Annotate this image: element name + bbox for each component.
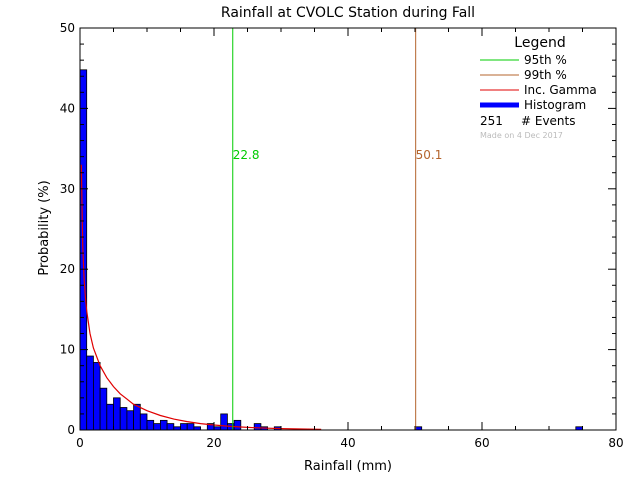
gamma-curve-group xyxy=(80,164,322,430)
x-axis-label: Rainfall (mm) xyxy=(304,459,392,474)
y-tick-label: 0 xyxy=(67,423,75,437)
legend-note: Made on 4 Dec 2017 xyxy=(480,131,563,140)
histogram-bar xyxy=(180,423,188,431)
legend-title: Legend xyxy=(514,35,565,51)
y-tick-label: 10 xyxy=(60,343,75,357)
histogram-bar xyxy=(146,419,155,431)
chart-title: Rainfall at CVOLC Station during Fall xyxy=(221,5,475,21)
percentile-label-99: 50.1 xyxy=(416,148,443,162)
y-axis-label: Probability (%) xyxy=(37,180,52,275)
x-tick-label: 60 xyxy=(474,436,489,450)
histogram-bar xyxy=(86,355,94,431)
x-tick-label: 40 xyxy=(340,436,355,450)
legend-entry-label: 95th % xyxy=(524,53,567,67)
histogram-bar xyxy=(186,423,195,431)
histogram-bar xyxy=(133,403,141,431)
histogram-bar xyxy=(166,423,175,431)
x-tick-label: 80 xyxy=(608,436,623,450)
x-tick-label: 0 xyxy=(76,436,84,450)
histogram-bar xyxy=(139,413,148,431)
axis-ticks: 0 20 40 60 80 0 10 20 30 40 50 xyxy=(60,21,624,450)
legend-entry-label: Inc. Gamma xyxy=(524,83,597,97)
legend-events-label: # Events xyxy=(521,114,576,128)
histogram-bar xyxy=(99,387,108,431)
legend-events-count: 251 xyxy=(480,114,503,128)
x-tick-label: 20 xyxy=(206,436,221,450)
percentile-label-95: 22.8 xyxy=(233,148,260,162)
y-tick-label: 20 xyxy=(60,262,75,276)
histogram-bar xyxy=(126,410,135,431)
y-tick-label: 30 xyxy=(60,182,75,196)
histogram-bar xyxy=(233,419,242,431)
gamma-curve xyxy=(80,164,322,430)
histogram-bar xyxy=(93,362,101,431)
histogram-bar xyxy=(113,397,121,431)
histogram-bar xyxy=(119,407,128,431)
histogram-bar xyxy=(153,423,161,431)
histogram-bar xyxy=(253,423,262,431)
histogram-bars xyxy=(79,69,583,431)
legend-entry-label: Histogram xyxy=(524,98,586,112)
percentile-lines: 22.8 50.1 xyxy=(232,28,443,430)
histogram-bar xyxy=(159,419,168,431)
legend-entry-label: 99th % xyxy=(524,68,567,82)
y-tick-label: 40 xyxy=(60,101,75,115)
y-tick-label: 50 xyxy=(60,21,75,35)
histogram-bar xyxy=(220,413,228,431)
histogram-bar xyxy=(106,403,114,431)
